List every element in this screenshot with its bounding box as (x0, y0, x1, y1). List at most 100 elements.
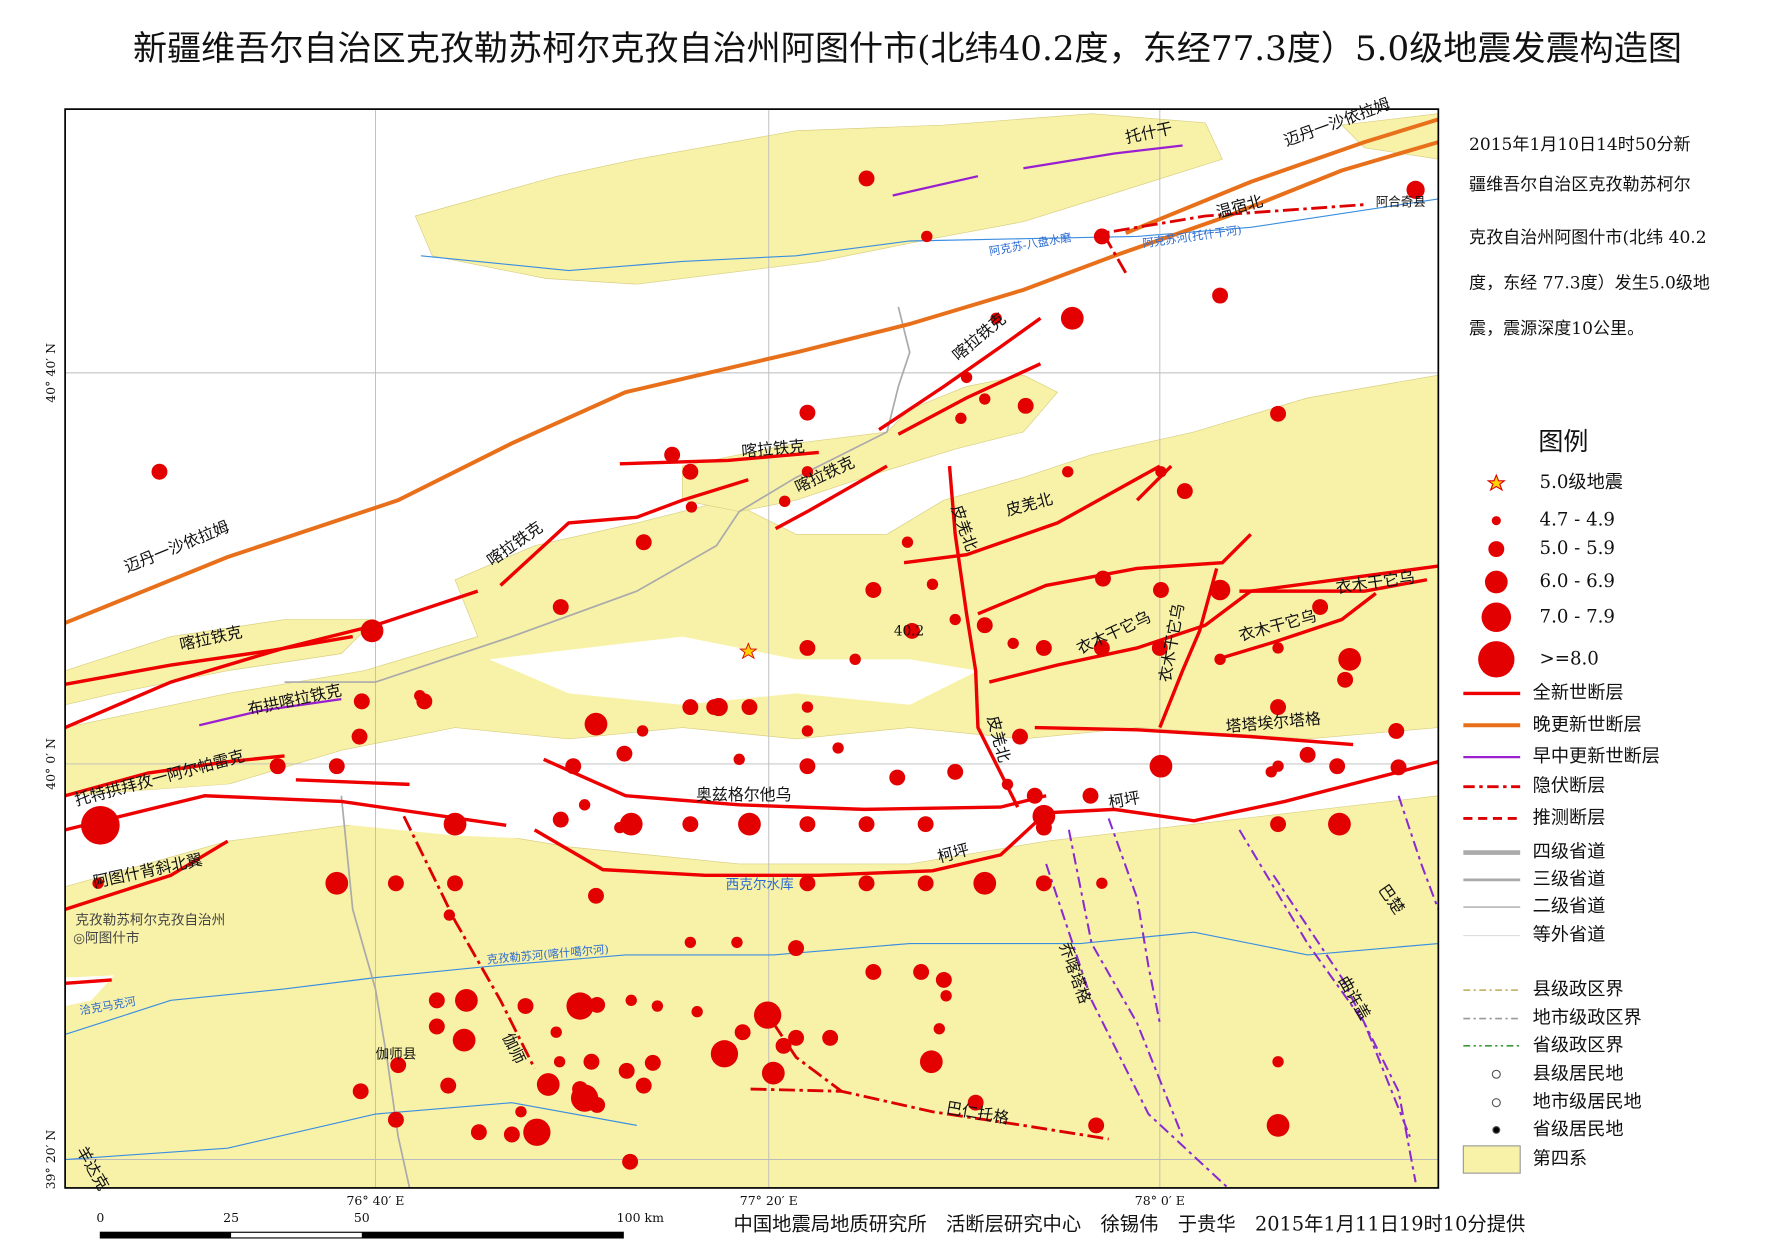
legend-label: >=8.0 (1540, 648, 1599, 669)
epicenter (947, 763, 964, 780)
epicenter (390, 1057, 407, 1074)
epicenter (933, 1023, 945, 1035)
epicenter (889, 769, 906, 786)
epicenter (1329, 758, 1346, 775)
epicenter (832, 742, 844, 754)
epicenter (1176, 483, 1193, 500)
epicenter (734, 1024, 751, 1041)
legend-symbol (1488, 541, 1505, 558)
epicenter (849, 653, 861, 666)
epicenter (691, 1006, 703, 1018)
lon-label: 77° 20′ E (740, 1193, 798, 1208)
description-line: 震，震源深度10公里。 (1469, 319, 1644, 339)
epicenter (1082, 787, 1099, 804)
epicenter (919, 1050, 943, 1074)
epicenter (967, 1094, 984, 1111)
epicenter (360, 619, 384, 643)
epicenter (616, 745, 633, 762)
line-feature (878, 316, 1042, 432)
epicenter (990, 312, 1002, 324)
epicenter (619, 812, 643, 836)
legend-label: 省级政区界 (1533, 1035, 1624, 1056)
legend-label: 第四系 (1533, 1149, 1588, 1170)
line-feature (64, 794, 507, 832)
line-feature (1239, 578, 1428, 593)
epicenter (799, 640, 816, 656)
epicenter (858, 875, 875, 892)
legend-label: 省级居民地 (1533, 1119, 1624, 1140)
epicenter (325, 871, 349, 895)
epicenter (949, 613, 961, 626)
epicenter (644, 1054, 661, 1071)
epicenter (709, 697, 728, 717)
epicenter (1088, 1117, 1105, 1134)
epicenter (1001, 778, 1014, 791)
line-feature (499, 478, 749, 587)
line-feature (64, 978, 112, 986)
legend-label: 早中更新世断层 (1533, 746, 1660, 767)
epicenter (455, 988, 478, 1012)
epicenter (865, 582, 882, 598)
epicenter (822, 1029, 839, 1046)
line-feature (64, 839, 229, 912)
line-feature (402, 815, 536, 1070)
legend-symbol (1478, 641, 1515, 678)
quaternary-area (414, 113, 1223, 285)
gap (489, 636, 978, 705)
title: 新疆维吾尔自治区克孜勒苏柯尔克孜自治州阿图什市(北纬40.2度，东经77.3度）… (133, 29, 1682, 69)
credit: 中国地震局地质研究所 活断层研究中心 徐锡伟 于贵华 2015年1月11日19时… (734, 1212, 1526, 1235)
epicenter (1155, 466, 1167, 478)
epicenter (553, 1056, 566, 1068)
legend-label: 县级居民地 (1533, 1063, 1624, 1084)
epicenter (625, 994, 637, 1007)
epicenter (917, 875, 934, 892)
scale-label: 50 (354, 1210, 370, 1225)
line-feature (750, 1087, 1109, 1141)
line-feature (1158, 567, 1219, 729)
epicenter (976, 617, 993, 634)
epicenter (1060, 306, 1084, 330)
legend-label: 四级省道 (1533, 842, 1606, 863)
map-area (64, 108, 1440, 1189)
epicenter (761, 1061, 785, 1085)
epicenter (935, 971, 952, 988)
epicenter (328, 758, 345, 775)
map-frame (64, 108, 1440, 1189)
line-feature (774, 464, 888, 531)
epicenter (1212, 287, 1229, 304)
epicenter (1007, 637, 1019, 650)
epicenter (799, 404, 816, 421)
legend-label: 地市级政区界 (1533, 1008, 1642, 1029)
legend-symbol (1484, 570, 1508, 594)
epicenter (440, 1077, 457, 1094)
legend-symbol (1491, 1069, 1501, 1079)
epicenter (387, 1111, 404, 1128)
epicenter (589, 996, 606, 1013)
epicenter (799, 758, 816, 775)
epicenter (913, 963, 930, 980)
lon-label: 76° 40′ E (346, 1193, 404, 1208)
epicenter (443, 909, 456, 921)
epicenter (1388, 722, 1405, 739)
epicenter (578, 799, 591, 811)
epicenter (584, 712, 608, 736)
epicenter (1035, 819, 1052, 836)
line-feature (1023, 144, 1183, 170)
epicenter (636, 725, 649, 737)
epicenter (589, 1096, 606, 1113)
epicenter (733, 753, 745, 766)
epicenter (753, 1001, 782, 1029)
line-feature (947, 465, 1020, 808)
line-feature (1397, 795, 1440, 910)
epicenter (731, 936, 743, 949)
quaternary-area (64, 374, 1439, 797)
legend-symbol (1462, 1145, 1521, 1174)
epicenter (588, 887, 604, 904)
epicenter (926, 578, 939, 590)
epicenter (352, 1083, 369, 1100)
epicenters (81, 170, 1425, 1170)
line-feature (1034, 725, 1354, 747)
line-feature (619, 450, 819, 466)
epicenter (447, 875, 463, 892)
epicenter (973, 871, 997, 895)
